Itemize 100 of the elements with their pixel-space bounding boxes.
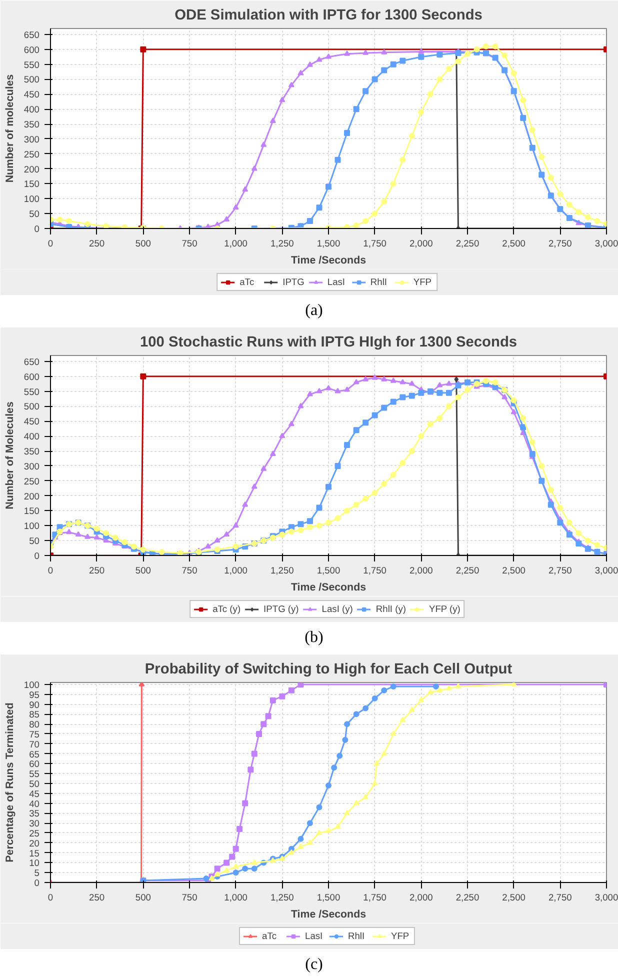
x-tick-label: 1,500	[316, 238, 340, 248]
x-tick-label: 1,750	[363, 238, 387, 248]
y-tick-label: 200	[24, 164, 40, 174]
text: (b)	[304, 628, 324, 648]
x-tick-label: 2,750	[548, 892, 572, 902]
y-tick-label: 0	[34, 878, 40, 888]
legend-label: YFP	[413, 277, 433, 287]
x-tick-label: 2,000	[409, 892, 433, 902]
legend-label: YFP (y)	[428, 604, 460, 614]
y-tick-label: 600	[24, 44, 40, 55]
y-tick-label: 650	[24, 356, 40, 367]
legend-label: aTc	[240, 277, 256, 287]
y-tick-label: 100	[24, 194, 40, 204]
x-tick-label: 1,750	[363, 892, 387, 902]
y-tick-label: 400	[24, 104, 40, 115]
legend-label: LasI (y)	[322, 604, 353, 614]
x-tick-label: 1,250	[270, 566, 294, 576]
x-axis-title: Time /Seconds	[290, 908, 366, 920]
y-tick-label: 0	[34, 551, 40, 561]
y-tick-label: 100	[24, 521, 40, 532]
legend-label: RhlI (y)	[376, 604, 406, 614]
x-tick-label: 0	[48, 566, 54, 576]
x-tick-label: 1,250	[270, 892, 294, 902]
x-tick-label: 750	[182, 892, 198, 902]
legend-label: aTc	[262, 931, 278, 941]
y-tick-label: 250	[24, 476, 40, 486]
y-tick-label: 5	[34, 868, 40, 878]
y-axis-title: Percentage of Runs Terminated	[4, 702, 16, 862]
y-tick-label: 60	[29, 759, 40, 770]
x-tick-label: 2,750	[548, 238, 572, 248]
text: (a)	[305, 301, 323, 321]
y-tick-label: 450	[24, 90, 40, 100]
y-tick-label: 350	[24, 120, 40, 130]
y-tick-label: 500	[24, 74, 40, 85]
y-tick-label: 50	[29, 536, 40, 546]
chart-title: 100 Stochastic Runs with IPTG HIgh for 1300 Seconds	[140, 334, 518, 350]
legend-label: LasI	[327, 277, 346, 287]
text: (c)	[305, 955, 323, 975]
chart-title: ODE Simulation with IPTG for 1300 Seconds	[174, 8, 482, 24]
y-tick-label: 75	[29, 729, 40, 740]
y-tick-label: 550	[24, 386, 40, 397]
x-tick-label: 750	[182, 238, 198, 248]
x-tick-label: 2,250	[456, 892, 480, 902]
legend-label: RhlI	[348, 931, 366, 941]
x-tick-label: 3,000	[594, 892, 618, 902]
x-tick-label: 2,000	[409, 238, 433, 248]
y-tick-label: 450	[24, 416, 40, 427]
y-axis-title: Number of Molecules	[4, 402, 16, 510]
x-tick-label: 2,500	[502, 238, 526, 248]
y-tick-label: 300	[24, 461, 40, 472]
y-tick-label: 0	[34, 224, 40, 234]
x-tick-label: 1,750	[363, 566, 387, 576]
x-tick-label: 2,250	[456, 238, 480, 248]
x-tick-label: 3,000	[594, 566, 618, 576]
y-tick-label: 100	[24, 680, 40, 690]
legend-label: LasI	[305, 931, 324, 941]
y-tick-label: 55	[29, 769, 40, 780]
y-tick-label: 500	[24, 402, 40, 412]
y-tick-label: 30	[29, 818, 40, 829]
x-tick-label: 2,000	[409, 566, 433, 576]
y-tick-label: 90	[29, 700, 40, 710]
y-tick-label: 65	[29, 749, 40, 760]
x-tick-label: 250	[89, 566, 105, 576]
x-tick-label: 1,000	[224, 238, 248, 248]
x-tick-label: 0	[48, 892, 54, 902]
legend-label: IPTG (y)	[264, 604, 299, 614]
x-tick-label: 0	[48, 238, 54, 248]
y-tick-label: 600	[24, 372, 40, 382]
x-axis-title: Time /Seconds	[290, 582, 366, 594]
x-tick-label: 1,500	[316, 566, 340, 576]
x-tick-label: 2,750	[548, 566, 572, 576]
y-tick-label: 20	[29, 838, 40, 848]
y-tick-label: 650	[24, 30, 40, 40]
y-tick-label: 15	[29, 848, 40, 858]
x-tick-label: 750	[182, 566, 198, 576]
x-tick-label: 2,500	[502, 566, 526, 576]
x-tick-label: 1,000	[224, 892, 248, 902]
y-tick-label: 50	[29, 209, 40, 220]
y-tick-label: 95	[29, 690, 40, 700]
y-tick-label: 150	[24, 506, 40, 516]
x-tick-label: 500	[135, 892, 151, 902]
y-tick-label: 200	[24, 491, 40, 502]
y-tick-label: 250	[24, 149, 40, 160]
y-tick-label: 85	[29, 710, 40, 720]
chart-title: Probability of Switching to High for Each Cell Output	[144, 662, 512, 678]
legend-label: aTc (y)	[212, 604, 241, 614]
legend-label: IPTG	[282, 277, 304, 287]
x-tick-label: 500	[135, 238, 151, 248]
y-tick-label: 50	[29, 778, 40, 789]
y-tick-label: 10	[29, 858, 40, 868]
y-tick-label: 35	[29, 808, 40, 819]
y-tick-label: 400	[24, 432, 40, 442]
x-tick-label: 1,500	[316, 892, 340, 902]
y-tick-label: 25	[29, 828, 40, 838]
x-tick-label: 1,250	[270, 238, 294, 248]
y-tick-label: 40	[29, 798, 40, 809]
y-tick-label: 350	[24, 446, 40, 457]
x-tick-label: 1,000	[224, 566, 248, 576]
y-tick-label: 150	[24, 179, 40, 190]
x-tick-label: 2,250	[456, 566, 480, 576]
